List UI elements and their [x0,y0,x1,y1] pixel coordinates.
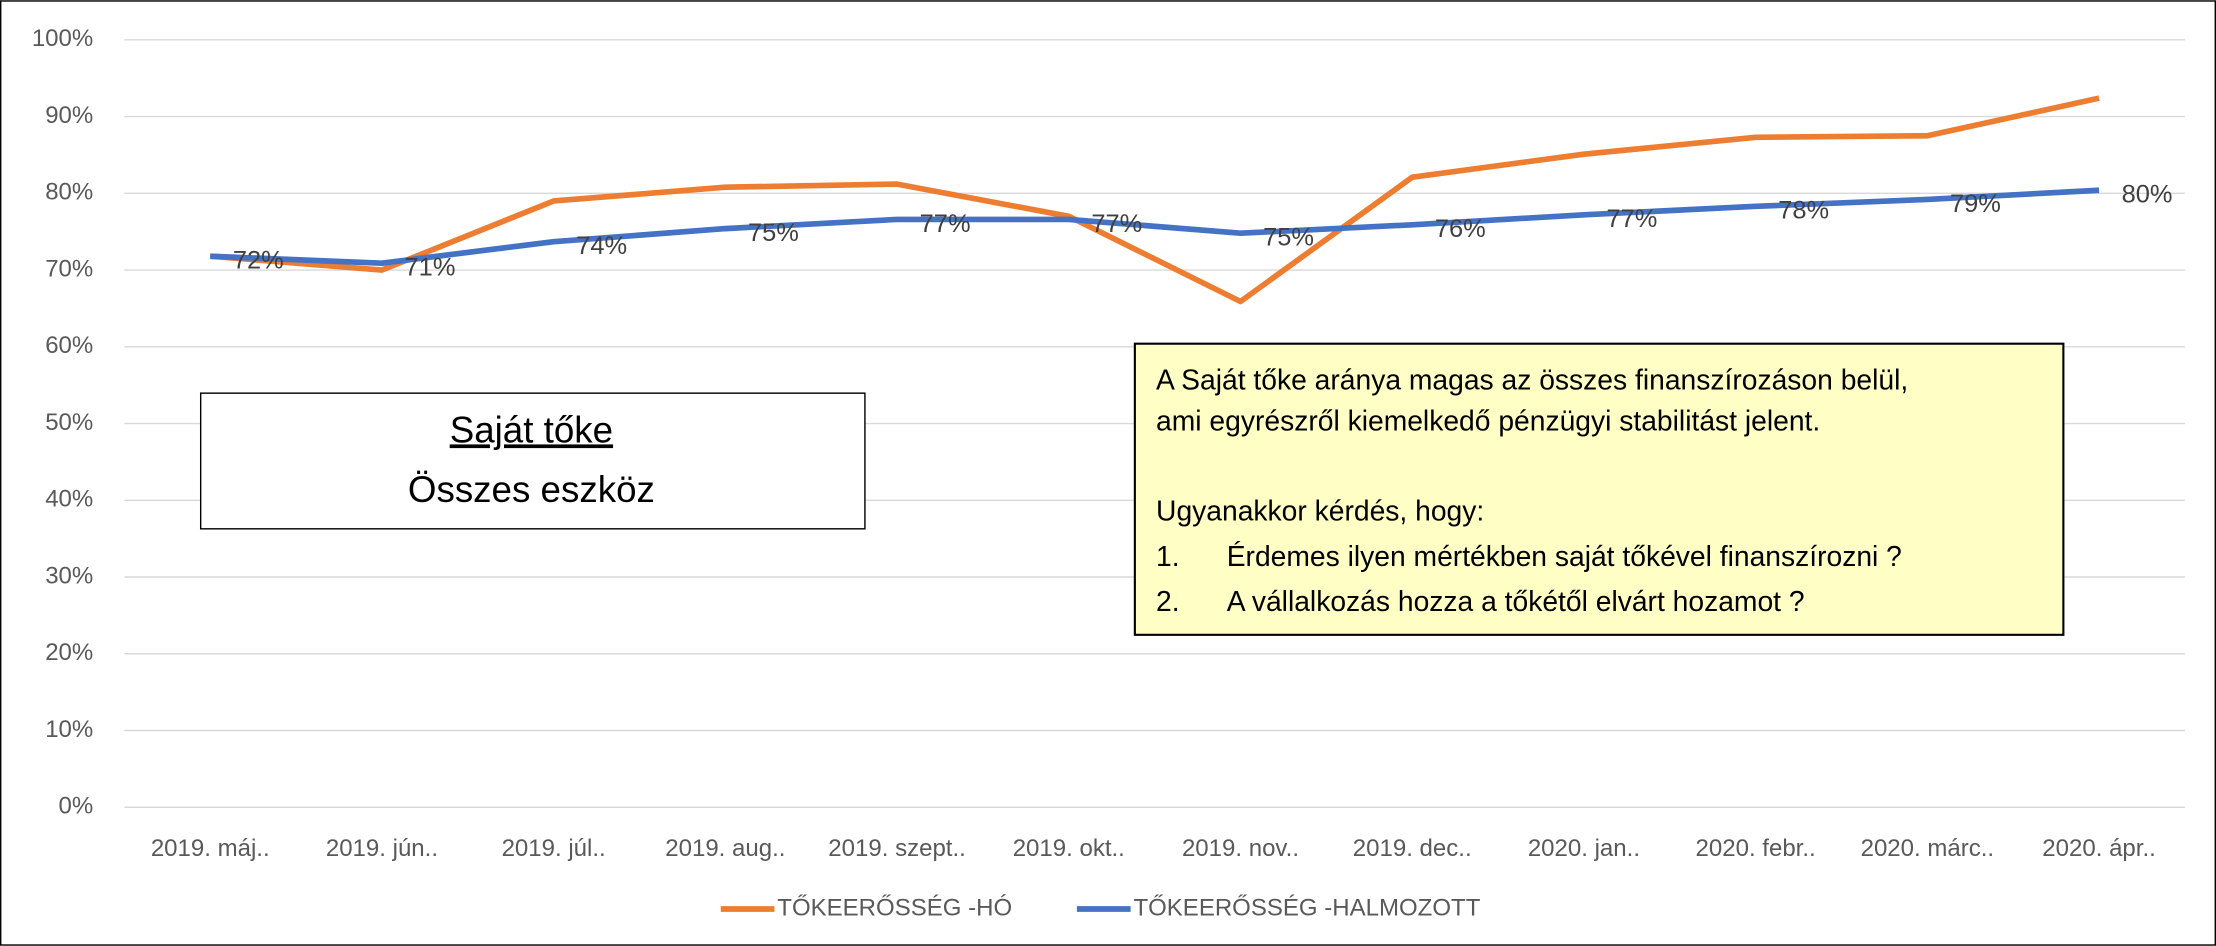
y-tick-label: 20% [45,639,93,666]
formula-box [199,392,866,530]
x-tick-label: 2019. okt.. [1013,835,1125,862]
note-list-text: Érdemes ilyen mértékben saját tőkével fi… [1227,540,1902,572]
data-label: 79% [1950,190,2001,218]
y-tick-label: 80% [45,179,93,206]
x-tick-label: 2019. jún.. [326,835,438,862]
x-tick-label: 2019. aug.. [665,835,785,862]
x-tick-label: 2019. nov.. [1182,835,1299,862]
x-tick-label: 2020. febr.. [1696,835,1816,862]
note-line: ami egyrészről kiemelkedő pénzügyi stabi… [1156,404,1820,436]
data-label: 71% [405,254,456,282]
series-line [209,95,2100,305]
note-list-number: 2. [1156,585,1180,617]
note-box [1133,342,2065,636]
data-label: 76% [1435,215,1486,243]
note-line: A Saját tőke aránya magas az összes fina… [1156,363,1908,395]
y-tick-label: 30% [45,562,93,589]
note-list-number: 1. [1156,540,1180,572]
data-label: 77% [1091,210,1142,238]
y-tick-label: 70% [45,255,93,282]
data-label: 77% [1607,205,1658,233]
x-tick-label: 2019. máj.. [151,835,270,862]
x-tick-label: 2019. szept.. [828,835,966,862]
y-tick-label: 60% [45,332,93,359]
data-label: 75% [748,219,799,247]
legend-label: TŐKEERŐSSÉG -HÓ [777,894,1012,921]
x-tick-label: 2020. ápr.. [2042,835,2156,862]
x-tick-label: 2019. dec.. [1353,835,1472,862]
y-tick-label: 10% [45,716,93,743]
data-label: 75% [1263,224,1314,252]
y-tick-label: 50% [45,409,93,436]
data-label: 74% [576,232,627,260]
formula-numerator: Saját tőke [450,409,613,450]
data-label: 78% [1778,197,1829,225]
y-tick-label: 40% [45,486,93,513]
note-list-text: A vállalkozás hozza a tőkétől elvárt hoz… [1227,585,1805,617]
series-line [210,187,2100,266]
x-tick-label: 2020. jan.. [1528,835,1640,862]
x-tick-label: 2019. júl.. [502,835,606,862]
legend-label: TŐKEERŐSSÉG -HALMOZOTT [1133,894,1480,921]
note-line: Ugyanakkor kérdés, hogy: [1156,495,1484,527]
data-label: 77% [920,210,971,238]
formula-denominator: Összes eszköz [408,469,655,510]
y-tick-label: 90% [45,102,93,129]
y-tick-label: 100% [32,25,93,52]
y-tick-label: 0% [59,793,94,820]
data-label: 80% [2122,181,2173,209]
x-tick-label: 2020. márc.. [1861,835,1994,862]
data-label: 72% [233,247,284,275]
